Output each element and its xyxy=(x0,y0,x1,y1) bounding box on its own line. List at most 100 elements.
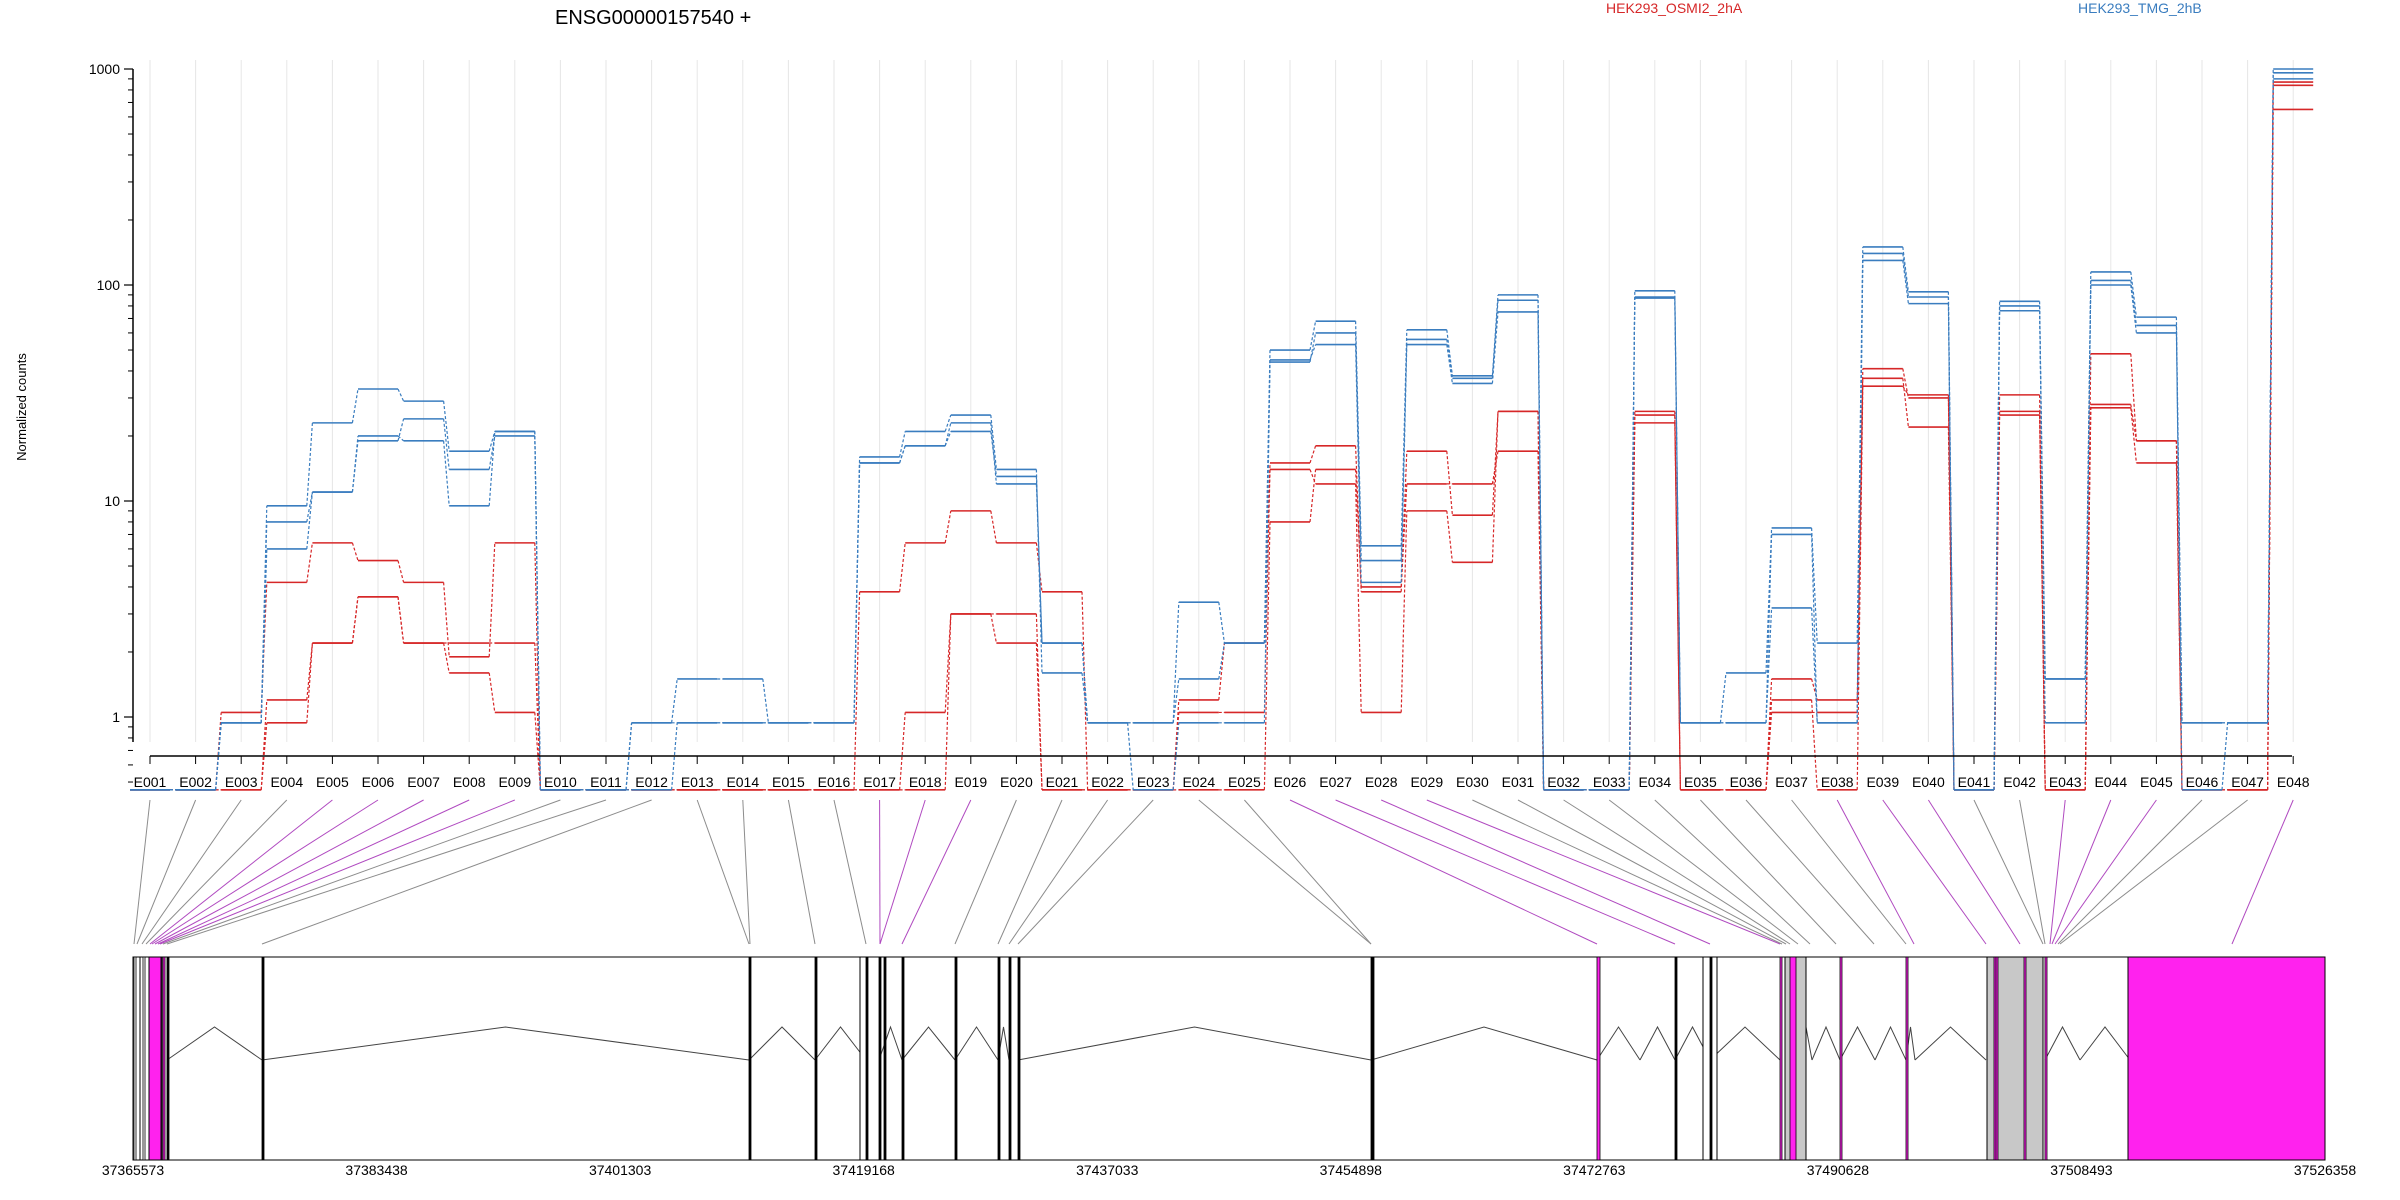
series-link xyxy=(1446,344,1453,384)
x-tick-label: E009 xyxy=(498,774,531,790)
series-link xyxy=(1446,339,1453,379)
series-link xyxy=(1902,260,1909,304)
exon-bar xyxy=(901,956,905,1161)
series-link xyxy=(899,542,906,592)
series-link xyxy=(2130,284,2137,333)
x-tick-label: E033 xyxy=(1593,774,1626,790)
series-link xyxy=(1947,296,1955,790)
exon-block-magenta-large xyxy=(2127,956,2326,1161)
series-link xyxy=(899,431,906,458)
series-link xyxy=(397,435,404,442)
series-link xyxy=(1902,253,1909,298)
exon-connector xyxy=(742,799,751,945)
exon-bar xyxy=(1905,956,1909,1161)
x-tick-label: E002 xyxy=(179,774,212,790)
series-link xyxy=(2039,305,2046,723)
series-link xyxy=(1811,678,1818,701)
exon-bar xyxy=(1995,956,1999,1161)
series-link xyxy=(853,591,861,790)
series-link xyxy=(1993,305,2001,790)
series-link xyxy=(1902,378,1909,428)
exon-bar xyxy=(142,956,146,1161)
exon-bar xyxy=(997,956,1001,1161)
series-link xyxy=(1628,290,1636,790)
series-link xyxy=(443,401,450,452)
exon-connector xyxy=(261,799,652,945)
x-tick-label: E040 xyxy=(1912,774,1945,790)
series-link xyxy=(1263,362,1271,723)
exon-connector xyxy=(1836,799,1915,945)
series-link xyxy=(351,542,359,561)
series-link xyxy=(2130,404,2137,441)
exon-connector xyxy=(1608,799,1799,945)
exon-connector xyxy=(1017,799,1154,945)
series-link xyxy=(397,560,405,583)
gene-coordinate-label: 37419168 xyxy=(833,1162,896,1178)
exon-block-open xyxy=(132,956,141,1161)
exon-block-open xyxy=(859,956,881,1161)
x-tick-label: E001 xyxy=(134,774,167,790)
x-tick-label: E026 xyxy=(1274,774,1307,790)
series-link xyxy=(534,712,541,790)
series-link xyxy=(397,418,405,441)
series-link xyxy=(1035,483,1043,644)
x-tick-label: E014 xyxy=(726,774,759,790)
series-link xyxy=(397,596,405,644)
x-tick-label: E027 xyxy=(1319,774,1352,790)
exon-bar xyxy=(166,956,170,1161)
series-3 xyxy=(130,72,2314,791)
exon-connector xyxy=(1380,799,1711,945)
exon-connector xyxy=(879,799,926,945)
exon-connector xyxy=(1882,799,1987,945)
series-link xyxy=(1811,527,1818,644)
series-link xyxy=(488,435,496,470)
series-link xyxy=(306,422,313,506)
series-link xyxy=(2084,280,2092,723)
exon-connector xyxy=(151,799,379,945)
x-tick-label: E022 xyxy=(1091,774,1124,790)
series-link xyxy=(990,510,997,543)
x-tick-label: E003 xyxy=(225,774,258,790)
series-link xyxy=(2039,301,2046,679)
x-tick-label: E045 xyxy=(2140,774,2173,790)
legend-entry-osmi2: HEK293_OSMI2_2hA xyxy=(1606,0,1743,16)
series-link xyxy=(1446,451,1453,516)
series-link xyxy=(1355,483,1362,713)
series-link xyxy=(443,582,450,657)
series-link xyxy=(1309,469,1317,522)
series-link xyxy=(1674,415,1681,790)
x-tick-label: E042 xyxy=(2003,774,2036,790)
exon-bar xyxy=(1596,956,1601,1161)
y-tick-label: 1000 xyxy=(89,61,120,77)
series-link xyxy=(625,722,633,790)
series-link xyxy=(1811,607,1818,723)
gene-coordinate-label: 37472763 xyxy=(1563,1162,1626,1178)
exon-connector xyxy=(1654,799,1811,945)
exon-bar xyxy=(261,956,265,1161)
intron xyxy=(878,1025,903,1061)
x-tick-label: E043 xyxy=(2049,774,2082,790)
series-link xyxy=(443,418,450,470)
series-link xyxy=(306,642,313,723)
series-link xyxy=(2175,325,2183,790)
x-tick-label: E010 xyxy=(544,774,577,790)
exon-connector xyxy=(954,799,1017,945)
intron xyxy=(1709,1026,1781,1061)
x-ticks: E001 E002 E003 E004 E005 E006 E007 E008 E009 E010… xyxy=(134,756,2310,790)
series-link xyxy=(443,642,450,674)
intron xyxy=(1639,1025,1676,1061)
series-link xyxy=(899,445,906,464)
gene-coordinate-label: 37526358 xyxy=(2294,1162,2357,1178)
series-1 xyxy=(130,84,2314,791)
series-link xyxy=(2130,407,2137,464)
x-tick-label: E032 xyxy=(1547,774,1580,790)
exon-bar xyxy=(162,956,166,1161)
x-tick-label: E019 xyxy=(954,774,987,790)
intron xyxy=(1839,1025,1876,1061)
exon-connector xyxy=(1973,799,2044,945)
series-link xyxy=(1172,699,1180,790)
exon-connector xyxy=(149,799,333,945)
exon-connector xyxy=(696,799,750,945)
x-tick-label: E041 xyxy=(1958,774,1991,790)
y-tick-label: 1 xyxy=(112,709,120,725)
